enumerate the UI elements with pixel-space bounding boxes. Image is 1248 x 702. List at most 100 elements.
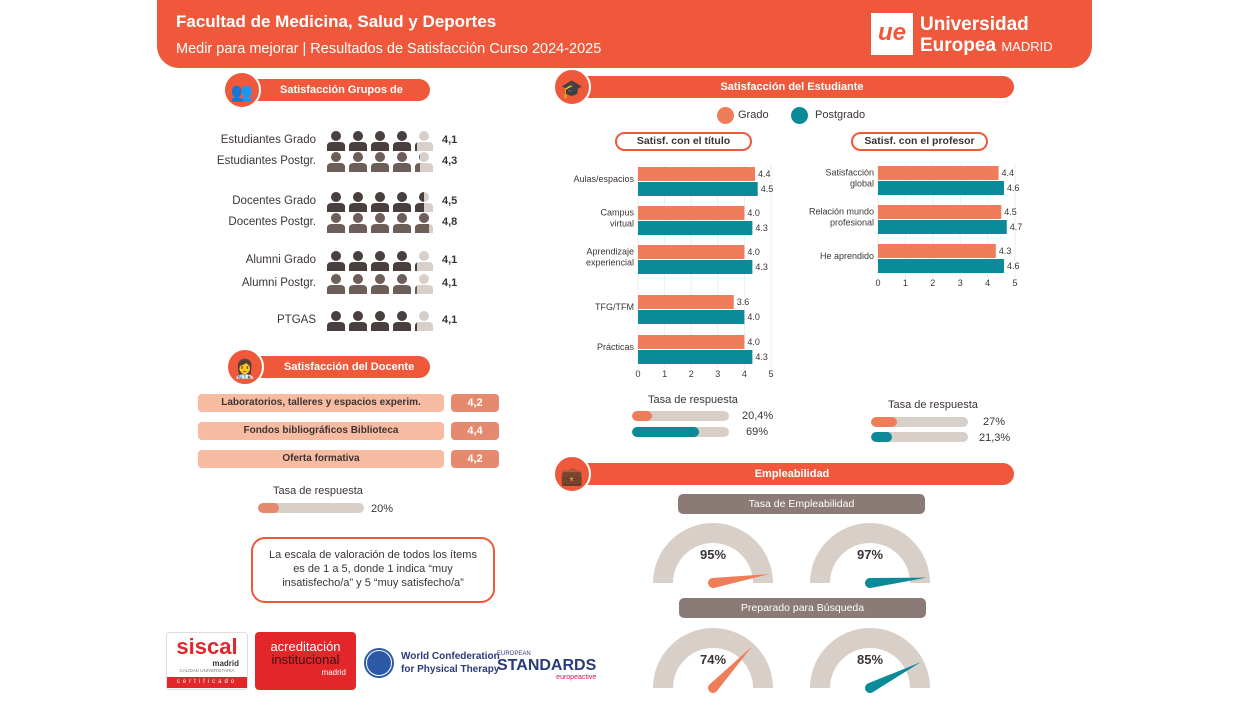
category-label: TFG/TFM [595, 302, 634, 312]
bar-value-label: 4.3 [999, 246, 1012, 256]
category-label: Aprendizaje [586, 247, 634, 257]
person-icon [327, 311, 345, 331]
logo-text: acreditación [270, 639, 341, 654]
logo-text: CALIDAD UNIVERSITARIA [179, 668, 235, 673]
person-icon [415, 311, 433, 331]
group-value: 4,1 [442, 277, 458, 289]
group-value: 4,1 [442, 134, 458, 146]
person-icon [349, 192, 367, 212]
x-tick-label: 5 [1012, 278, 1017, 288]
group-label: Alumni Postgr. [241, 277, 316, 289]
category-label: virtual [610, 219, 634, 229]
person-icon [393, 213, 411, 233]
logo-text: europeactive [556, 674, 597, 681]
person-icon [349, 251, 367, 271]
person-icon [371, 274, 389, 294]
bar-value-label: 4.4 [758, 169, 771, 179]
tasa-value: 21,3% [979, 432, 1011, 444]
person-icon [371, 311, 389, 331]
docente-value: 4,2 [451, 394, 499, 412]
bar-value-label: 4.3 [755, 352, 768, 362]
tasa-label: Tasa de respuesta [273, 485, 363, 497]
category-label: Prácticas [597, 342, 635, 352]
person-icon [349, 131, 367, 151]
person-icon [371, 131, 389, 151]
tasa-value: 27% [983, 416, 1006, 428]
group-icon: 👥 [223, 71, 261, 109]
tasa-value: 69% [746, 426, 769, 438]
docente-item: Fondos bibliográficos Biblioteca [198, 422, 444, 440]
person-icon [327, 192, 345, 212]
section-estudiante-title: Satisfacción del Estudiante [570, 76, 1014, 98]
bar-postgrado [638, 221, 753, 235]
docente-item: Oferta formativa [198, 450, 444, 468]
gauge-value: 85% [857, 652, 883, 667]
gauge-group-title: Tasa de Empleabilidad [678, 494, 925, 514]
tasa-fill [632, 411, 652, 421]
logo-text: certificado [167, 677, 247, 688]
section-title-text: Empleabilidad [754, 468, 830, 480]
group-label: Alumni Grado [245, 254, 316, 266]
gauge-value: 95% [700, 547, 726, 562]
bar-postgrado [878, 259, 1005, 273]
bar-grado [638, 295, 734, 309]
person-icon [327, 213, 345, 233]
person-icon [349, 213, 367, 233]
bar-value-label: 3.6 [737, 297, 750, 307]
gauge-group-title: Preparado para Búsqueda [679, 598, 926, 618]
group-label: PTGAS [277, 314, 316, 326]
logo-madrid: MADRID [1001, 39, 1053, 54]
group-value: 4,8 [442, 216, 458, 228]
person-icon [415, 152, 433, 172]
logo-text: World Confederation [401, 651, 500, 662]
legend-grado: Grado [738, 109, 769, 121]
person-icon [371, 213, 389, 233]
category-label: Satisfacción [825, 168, 874, 178]
category-label: Aulas/espacios [573, 174, 634, 184]
bar-value-label: 4.5 [761, 184, 774, 194]
person-icon [327, 251, 345, 271]
group-value: 4,1 [442, 314, 458, 326]
section-title-text: Satisfacción Grupos de Interés [280, 84, 403, 118]
graduates-icon: 🎓 [553, 68, 591, 106]
category-label: profesional [830, 218, 874, 228]
person-icon [327, 131, 345, 151]
group-value: 4,3 [442, 155, 458, 167]
tasa-fill [258, 503, 280, 513]
logo-text: madrid [321, 668, 346, 677]
bar-value-label: 4.6 [1007, 183, 1020, 193]
tasa-postgrado-bar [871, 432, 968, 442]
bar-value-label: 4.0 [747, 312, 760, 322]
x-tick-label: 0 [875, 278, 880, 288]
person-icon [415, 213, 433, 233]
tasa-docente-bar [258, 503, 364, 513]
wcpt-emblem [363, 647, 395, 679]
gauge-track [810, 523, 930, 583]
person-icon [415, 251, 433, 271]
bar-grado [638, 335, 745, 349]
category-label: Campus [600, 208, 634, 218]
bar-value-label: 4.0 [747, 337, 760, 347]
category-label: experiencial [586, 258, 634, 268]
person-icon [349, 274, 367, 294]
docente-item: Laboratorios, talleres y espacios experi… [198, 394, 444, 412]
person-icon [393, 251, 411, 271]
chart-titulo-title: Satisf. con el título [615, 132, 752, 151]
tasa-postgrado-bar [632, 427, 729, 437]
x-tick-label: 4 [742, 369, 747, 379]
bar-value-label: 4.0 [747, 208, 760, 218]
x-tick-label: 2 [689, 369, 694, 379]
group-label: Docentes Postgr. [228, 216, 316, 228]
section-docente-title: Satisfacción del Docente [240, 356, 430, 378]
acreditacion-logo: acreditación institucional madrid [255, 632, 356, 690]
bar-postgrado [878, 220, 1007, 234]
bar-value-label: 4.4 [1002, 168, 1015, 178]
bar-value-label: 4.0 [747, 247, 760, 257]
gauge-value: 97% [857, 547, 883, 562]
person-icon [371, 152, 389, 172]
bar-value-label: 4.5 [1004, 207, 1017, 217]
gauge-needle-grado [708, 646, 753, 693]
person-icon [415, 274, 433, 294]
person-icon [371, 192, 389, 212]
tasa-fill [632, 427, 699, 437]
